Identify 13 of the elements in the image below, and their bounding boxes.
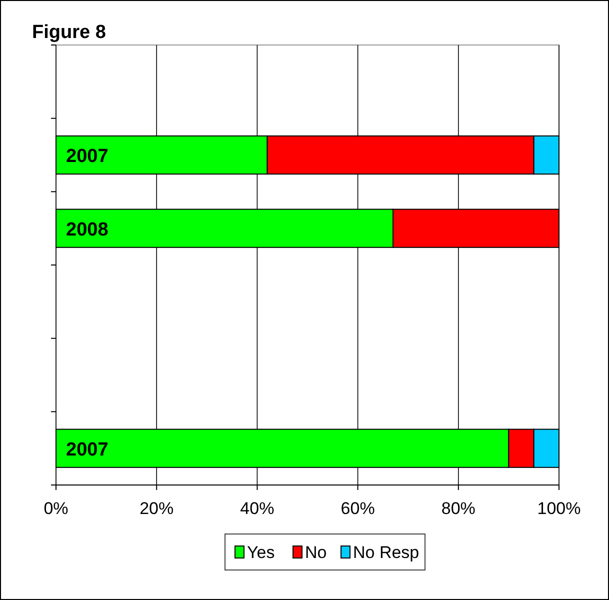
y-tick-label: 2008 [66, 219, 108, 240]
legend-label: No [305, 543, 327, 562]
x-tick-label: 40% [240, 499, 274, 518]
legend-label: Yes [247, 543, 275, 562]
x-tick-label: 60% [340, 499, 375, 518]
x-tick-label: 80% [441, 499, 476, 518]
x-tick-label: 100% [537, 499, 581, 518]
x-tick-label: 0% [44, 499, 68, 518]
chart-title: Figure 8 [32, 22, 106, 43]
y-tick-label: 2007 [66, 439, 108, 460]
y-tick-label: 2007 [66, 146, 108, 167]
legend-label: No Resp [353, 543, 420, 562]
x-tick-label: 20% [140, 499, 174, 518]
